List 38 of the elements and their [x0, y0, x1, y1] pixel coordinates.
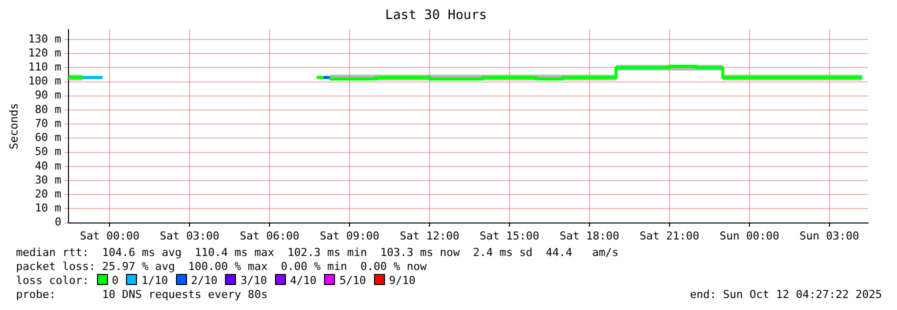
x-tick-label: Sat 00:00: [80, 229, 140, 242]
text: probe: 10 DNS requests every 80s: [16, 288, 268, 301]
y-tick-label: 130 m: [28, 32, 62, 46]
x-tick-label: Sun 03:00: [800, 229, 860, 242]
y-tick-label: 80 m: [34, 102, 62, 116]
y-tick-label: 50 m: [34, 145, 62, 158]
y-tick-label: 100 m: [28, 74, 62, 88]
legend-label: 4/10: [290, 274, 316, 287]
x-tick-label: Sat 21:00: [640, 229, 700, 242]
legend-label: 3/10: [240, 274, 267, 287]
text: median rtt: 104.6 ms avg 110.4 ms max 102.3 ms min 103.3 ms now 2.4 ms sd 44.4 am/s: [16, 246, 620, 260]
y-tick-label: 30 m: [34, 173, 62, 186]
legend-label: 2/10: [190, 274, 218, 287]
text: packet loss: 25.97 % avg 100.00 % max 0.00 % min 0.00 % now: [16, 260, 428, 274]
y-tick-label: 10 m: [34, 202, 62, 215]
y-tick-label: 70 m: [34, 116, 62, 130]
legend-label: 5/10: [339, 274, 366, 287]
y-tick-label: 120 m: [28, 46, 62, 60]
x-tick-label: Sun 00:00: [720, 229, 780, 242]
x-tick-label: Sat 09:00: [320, 229, 380, 242]
y-axis-title: Seconds: [7, 103, 20, 150]
legend-label: 0: [112, 274, 118, 287]
y-tick-label: 20 m: [34, 187, 62, 200]
x-tick-label: Sat 06:00: [240, 229, 300, 242]
y-tick-label: 90 m: [34, 88, 62, 102]
legend-label: 9/10: [388, 274, 416, 287]
legend-label: 1/10: [141, 274, 168, 287]
y-tick-label: 110 m: [28, 60, 62, 74]
y-tick-label: 0: [54, 216, 62, 229]
y-tick-label: 60 m: [34, 131, 62, 144]
x-tick-label: Sat 15:00: [480, 229, 540, 242]
text: end: Sun Oct 12 04:27:22 2025: [690, 288, 882, 302]
x-tick-label: Sat 18:00: [560, 229, 620, 242]
chart-title: Last 30 Hours: [385, 8, 487, 24]
y-tick-label: 40 m: [34, 159, 62, 172]
x-tick-label: Sat 12:00: [400, 229, 460, 242]
x-tick-label: Sat 03:00: [160, 229, 220, 242]
legend-title: loss color:: [16, 274, 89, 287]
